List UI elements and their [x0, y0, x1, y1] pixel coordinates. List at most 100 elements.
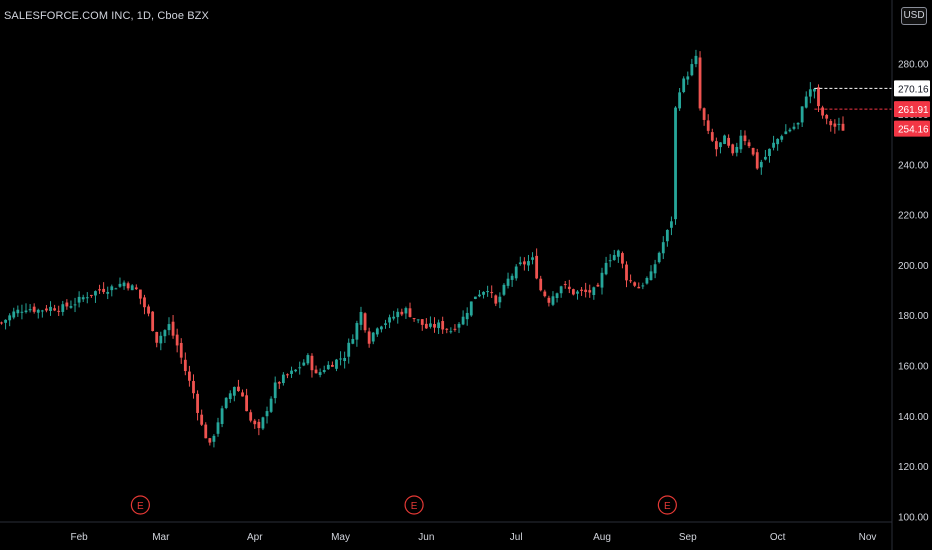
price-lines-layer	[814, 87, 892, 110]
earnings-marker: E	[130, 495, 150, 515]
candle-body	[580, 289, 583, 291]
candle-body	[130, 285, 134, 291]
candle-body	[670, 221, 673, 228]
candle-body	[326, 364, 330, 370]
candle-body	[126, 283, 130, 289]
candle-body	[147, 306, 150, 314]
candle-body	[8, 315, 12, 321]
candle-body	[788, 129, 792, 132]
candle-body	[478, 294, 481, 297]
candle-body	[45, 308, 48, 311]
candle-body	[375, 328, 379, 335]
candle-body	[388, 317, 391, 323]
candle-body	[151, 311, 155, 331]
candle-body	[367, 331, 371, 344]
candle-body	[77, 296, 81, 303]
candle-body	[204, 424, 208, 439]
candle-body	[175, 334, 179, 346]
candle-body	[469, 301, 473, 316]
candle-body	[612, 255, 616, 261]
x-tick-label: Mar	[152, 532, 170, 543]
candle-body	[94, 291, 97, 296]
y-tick-label: 160.00	[898, 362, 929, 373]
candle-body	[825, 114, 829, 119]
candle-body	[449, 331, 453, 333]
candle-body	[371, 332, 375, 342]
candle-body	[584, 289, 588, 293]
candle-body	[633, 282, 637, 286]
candles-layer	[0, 49, 845, 448]
candle-body	[4, 319, 7, 323]
earnings-marker: E	[657, 495, 677, 515]
candle-body	[768, 148, 771, 157]
candle-body	[302, 362, 306, 366]
y-tick-label: 180.00	[898, 311, 929, 322]
candle-body	[241, 392, 244, 397]
candle-body	[445, 328, 449, 330]
price-label-high: 270.16	[894, 80, 930, 97]
earnings-label: E	[411, 501, 418, 512]
candle-body	[318, 372, 322, 375]
currency-button[interactable]: USD	[901, 7, 927, 25]
time-axis[interactable]: Feb Mar Apr May Jun Jul Aug Sep Oct Nov	[70, 532, 876, 543]
candle-body	[102, 288, 106, 293]
candle-body	[653, 264, 657, 274]
x-tick-label: May	[331, 532, 350, 543]
candle-body	[61, 304, 65, 312]
x-tick-label: Nov	[859, 532, 877, 543]
candle-body	[596, 284, 600, 287]
earnings-circle	[657, 495, 677, 515]
price-labels: 270.16 261.91 254.16	[894, 80, 930, 137]
candle-body	[817, 87, 820, 107]
candle-body	[20, 311, 24, 313]
candle-body	[527, 261, 530, 266]
candle-body	[772, 142, 775, 148]
candle-body	[114, 288, 118, 290]
candle-body	[363, 313, 367, 331]
candle-body	[784, 131, 788, 135]
candle-body	[286, 374, 289, 376]
candle-body	[200, 414, 204, 425]
candle-body	[588, 290, 592, 293]
candle-body	[661, 242, 665, 254]
candle-body	[155, 331, 159, 343]
candle-body	[28, 309, 32, 311]
candle-body	[531, 257, 534, 260]
candle-body	[674, 107, 677, 220]
candle-body	[473, 296, 477, 299]
candle-body	[441, 321, 445, 330]
candle-body	[392, 316, 396, 319]
x-tick-label: Apr	[247, 532, 263, 543]
candle-body	[600, 272, 604, 288]
candle-body	[502, 284, 506, 295]
candle-body	[657, 252, 661, 263]
candle-body	[665, 229, 669, 242]
candle-body	[277, 382, 281, 384]
candle-body	[404, 308, 408, 314]
price-label-text: 270.16	[898, 84, 929, 95]
earnings-circle	[130, 495, 150, 515]
candle-body	[841, 123, 845, 131]
candle-body	[12, 311, 16, 318]
y-tick-label: 220.00	[898, 211, 929, 222]
y-tick-label: 120.00	[898, 462, 929, 473]
candle-body	[261, 417, 265, 429]
candle-body	[780, 136, 784, 140]
candle-body	[98, 289, 101, 291]
candle-body	[159, 335, 163, 344]
candle-body	[314, 369, 318, 374]
candle-body	[171, 321, 175, 336]
candle-body	[343, 357, 347, 362]
candle-body	[355, 323, 359, 340]
candle-body	[249, 412, 253, 421]
candle-body	[245, 395, 248, 412]
x-tick-label: Aug	[593, 532, 611, 543]
candle-body	[335, 359, 338, 369]
earnings-marker: E	[404, 495, 424, 515]
candle-body	[751, 147, 755, 155]
candle-body	[420, 319, 424, 325]
candle-body	[16, 309, 20, 314]
candle-body	[461, 316, 465, 325]
price-label-box	[894, 80, 930, 97]
